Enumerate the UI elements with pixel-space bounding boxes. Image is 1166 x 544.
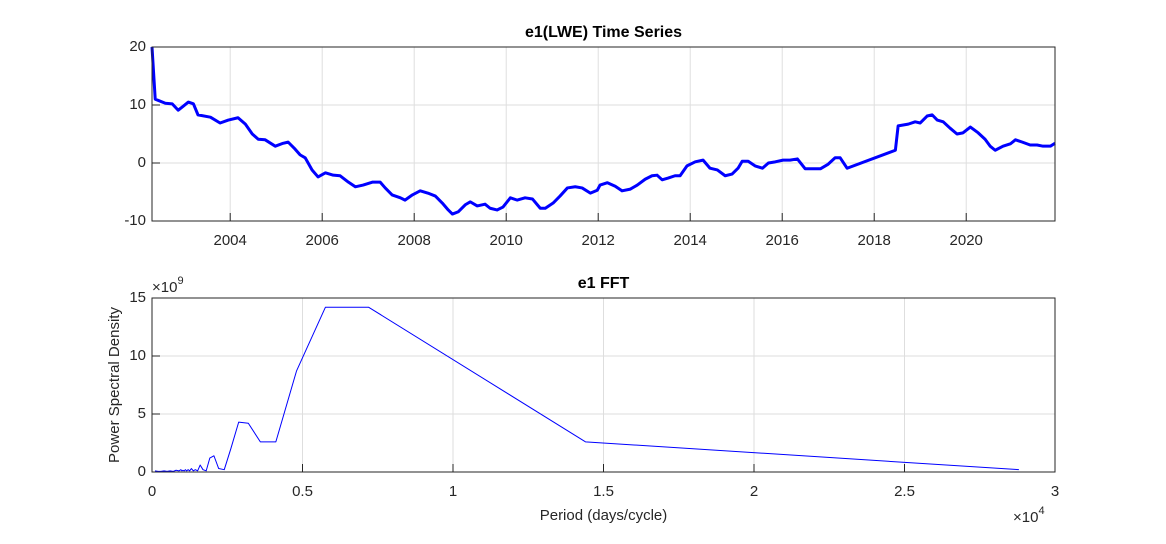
x-tick-label: 2014 — [674, 232, 707, 249]
chart-title: e1(LWE) Time Series — [525, 24, 682, 41]
x-tick-label: 2006 — [306, 232, 339, 249]
multiplier-power: 4 — [1038, 505, 1044, 517]
data-line — [150, 46, 1056, 216]
x-tick-label: 2008 — [398, 232, 431, 249]
x-tick-label: 2016 — [766, 232, 799, 249]
y-multiplier: ×109 — [152, 275, 184, 296]
plot-area — [152, 47, 1055, 221]
x-tick-label: 2012 — [582, 232, 615, 249]
axes-box — [151, 46, 1056, 222]
y-axis-label: Power Spectral Density — [106, 307, 123, 463]
x-tick-label: 2018 — [858, 232, 891, 249]
y-tick-label: 10 — [129, 96, 146, 113]
multiplier-base: ×10 — [152, 279, 177, 296]
x-tick-label: 2 — [750, 483, 758, 500]
x-tick-label: 2.5 — [894, 483, 915, 500]
x-tick-label: 0.5 — [292, 483, 313, 500]
y-tick-label: 0 — [138, 154, 146, 171]
x-axis-label: Period (days/cycle) — [540, 507, 668, 524]
axes-box — [151, 297, 1056, 473]
chart-title: e1 FFT — [578, 275, 630, 292]
x-tick-label: 2020 — [950, 232, 983, 249]
x-tick-label: 1 — [449, 483, 457, 500]
x-tick-label: 2010 — [490, 232, 523, 249]
y-tick-label: 10 — [129, 347, 146, 364]
y-tick-label: 5 — [138, 405, 146, 422]
y-tick-label: 20 — [129, 38, 146, 55]
x-tick-label: 3 — [1051, 483, 1059, 500]
data-line — [154, 306, 1019, 472]
y-tick-label: -10 — [124, 212, 146, 229]
x-tick-label: 1.5 — [593, 483, 614, 500]
multiplier-power: 9 — [177, 275, 183, 287]
x-tick-label: 0 — [148, 483, 156, 500]
x-multiplier: ×104 — [1013, 505, 1045, 526]
y-tick-label: 15 — [129, 289, 146, 306]
multiplier-base: ×10 — [1013, 509, 1038, 526]
x-tick-label: 2004 — [214, 232, 247, 249]
y-tick-label: 0 — [138, 463, 146, 480]
